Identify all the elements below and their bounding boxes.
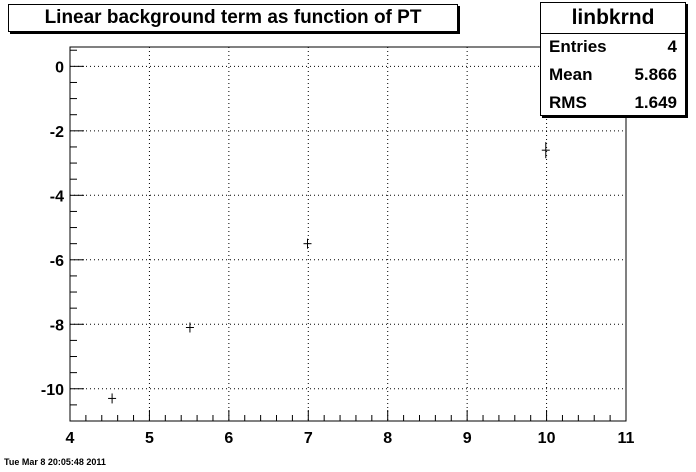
x-tick-label: 5 bbox=[145, 430, 154, 447]
data-point bbox=[185, 322, 194, 333]
y-tick-label: -4 bbox=[50, 188, 64, 205]
y-tick-label: -6 bbox=[50, 253, 64, 270]
title-box: Linear background term as function of PT bbox=[8, 4, 458, 32]
stats-label: Mean bbox=[549, 65, 593, 84]
y-tick-label: -2 bbox=[50, 124, 64, 141]
x-tick-label: 4 bbox=[66, 430, 75, 447]
stats-histogram-name: linbkrnd bbox=[541, 3, 685, 34]
stats-value: 5.866 bbox=[634, 65, 677, 84]
plot-frame bbox=[69, 46, 627, 422]
stats-value: 4 bbox=[667, 37, 677, 56]
timestamp: Tue Mar 8 20:05:48 2011 bbox=[4, 457, 106, 467]
stats-row-entries: Entries 4 bbox=[549, 33, 677, 61]
data-point bbox=[303, 238, 312, 249]
data-point bbox=[541, 142, 550, 159]
x-tick-label: 6 bbox=[224, 430, 233, 447]
y-tick-label: -8 bbox=[50, 317, 64, 334]
stats-box: linbkrnd Entries 4 Mean 5.866 RMS 1.649 bbox=[540, 2, 686, 116]
stats-label: Entries bbox=[549, 37, 607, 56]
x-tick-label: 8 bbox=[383, 430, 392, 447]
y-tick-labels: 0 -2 -4 -6 -8 -10 bbox=[41, 59, 64, 398]
y-tick-label: -10 bbox=[41, 382, 64, 399]
y-tick-label: 0 bbox=[55, 59, 64, 76]
stats-value: 1.649 bbox=[634, 93, 677, 112]
stats-row-rms: RMS 1.649 bbox=[549, 89, 677, 117]
x-tick-label: 10 bbox=[538, 430, 556, 447]
stats-label: RMS bbox=[549, 93, 587, 112]
x-tick-label: 7 bbox=[304, 430, 313, 447]
chart-title: Linear background term as function of PT bbox=[44, 7, 422, 28]
grid-lines bbox=[70, 47, 626, 421]
x-tick-label: 11 bbox=[618, 430, 635, 447]
data-point bbox=[108, 393, 117, 404]
data-points bbox=[108, 142, 550, 404]
axis-ticks bbox=[69, 49, 627, 422]
x-tick-labels: 4 5 6 7 8 9 10 11 bbox=[66, 430, 635, 447]
stats-row-mean: Mean 5.866 bbox=[549, 61, 677, 89]
x-tick-label: 9 bbox=[463, 430, 472, 447]
